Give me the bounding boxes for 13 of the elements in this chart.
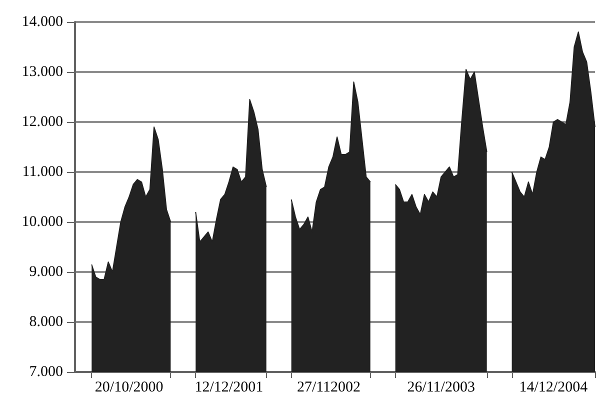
- x-tick-label: 27/112002: [296, 380, 361, 396]
- x-tick-label: 12/12/2001: [194, 380, 264, 396]
- y-tick-label: 10.000: [22, 214, 63, 230]
- y-tick-label: 14.000: [22, 14, 63, 30]
- y-tick-label: 7.000: [29, 364, 63, 380]
- y-tick-label: 11.000: [22, 164, 63, 180]
- x-tick-label: 26/11/2003: [407, 380, 475, 396]
- y-tick-label: 13.000: [22, 64, 63, 80]
- y-tick-label: 8.000: [29, 314, 63, 330]
- y-tick-label: 9.000: [29, 264, 63, 280]
- x-tick-label: 20/10/2000: [94, 380, 164, 396]
- y-tick-label: 12.000: [22, 114, 63, 130]
- x-tick-label: 14/12/2004: [519, 380, 588, 396]
